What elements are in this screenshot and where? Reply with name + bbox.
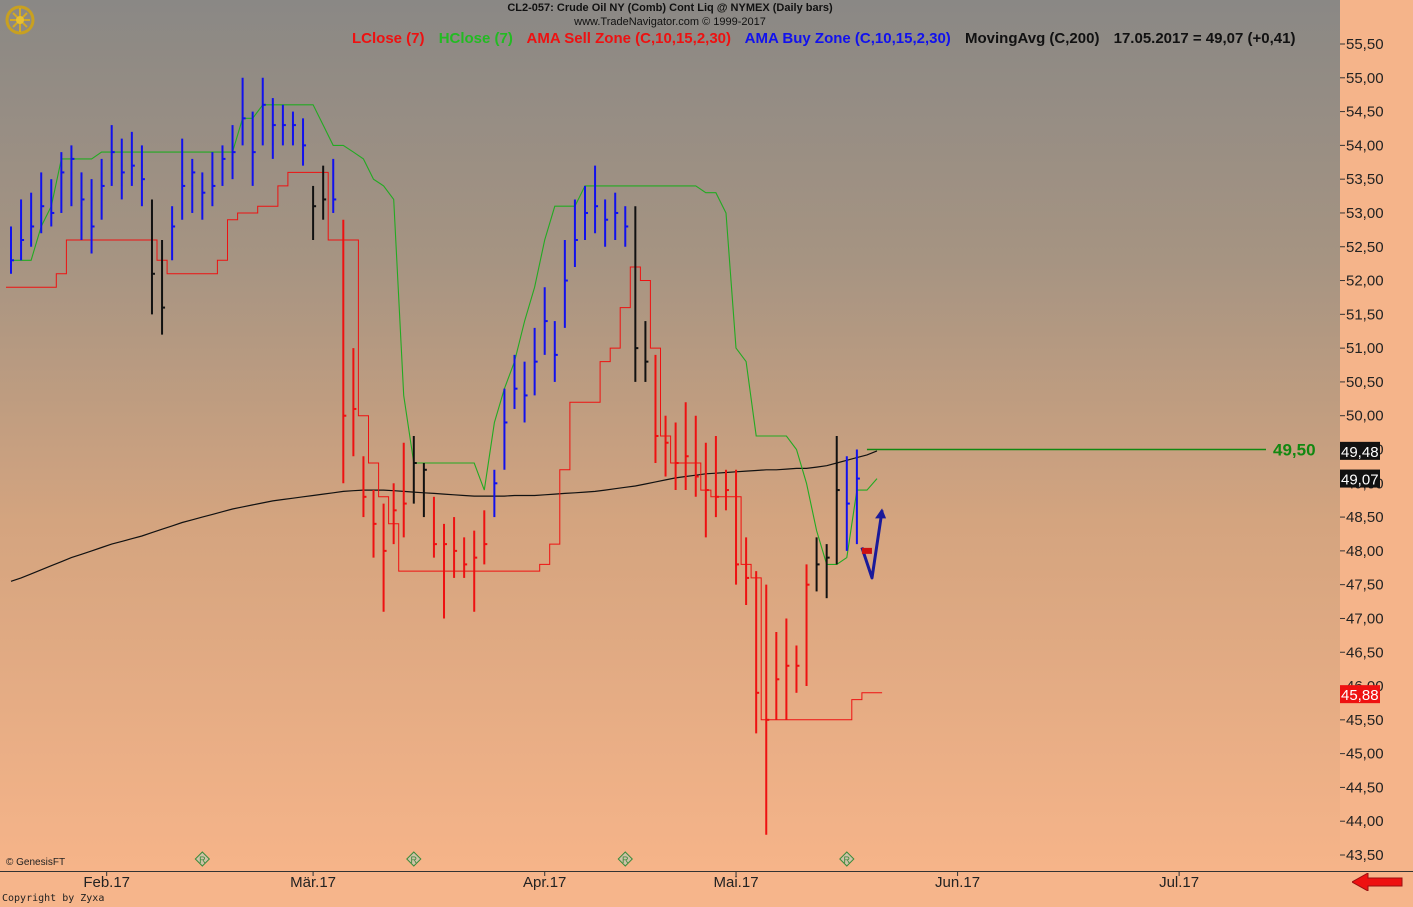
r-marker-icon	[839, 851, 855, 867]
hclose-line	[11, 104, 878, 565]
drawn-arrow	[860, 510, 884, 580]
y-tick-label: 44,00	[1346, 813, 1384, 830]
y-tick-label: 54,50	[1346, 104, 1384, 121]
price-box-label: 45,88	[1341, 687, 1379, 704]
r-marker-label: R	[411, 855, 418, 865]
r-marker-label: R	[622, 855, 629, 865]
price-box	[1340, 441, 1380, 460]
r-marker-label: R	[844, 855, 851, 865]
y-tick-label: 51,00	[1346, 340, 1384, 357]
arrow-base-marker	[861, 547, 872, 554]
x-tick-label: Jul.17	[1159, 874, 1199, 891]
arrow-head-icon	[875, 508, 887, 519]
y-tick-label: 50,50	[1346, 374, 1384, 391]
chart-title: CL2-057: Crude Oil NY (Comb) Cont Liq @ …	[507, 2, 833, 14]
y-tick-label: 53,50	[1346, 171, 1384, 188]
y-tick-label: 45,50	[1346, 712, 1384, 729]
y-tick-label: 51,50	[1346, 306, 1384, 323]
scroll-left-arrow-icon[interactable]	[1352, 873, 1404, 891]
x-tick-label: Jun.17	[935, 874, 980, 891]
x-tick-label: Apr.17	[523, 874, 566, 891]
target-label: 49,50	[1273, 441, 1316, 460]
date-axis[interactable]	[0, 871, 1413, 907]
r-marker-icon	[194, 851, 211, 867]
y-tick-label: 45,00	[1346, 746, 1384, 763]
chart-source: www.TradeNavigator.com © 1999-2017	[574, 16, 766, 28]
y-tick-label: 46,50	[1346, 644, 1384, 661]
x-tick-label: Mär.17	[290, 874, 336, 891]
y-tick-label: 48,50	[1346, 509, 1384, 526]
price-axis[interactable]	[1340, 0, 1413, 871]
price-box-label: 49,48	[1341, 444, 1379, 461]
copyright-text: Copyright by Zyxa	[2, 893, 105, 904]
legend-last-value: 17.05.2017 = 49,07 (+0,41)	[1113, 30, 1296, 47]
y-tick-label: 47,00	[1346, 610, 1384, 627]
r-marker-label: R	[199, 855, 206, 865]
lclose-line	[6, 171, 883, 721]
y-tick-label: 47,50	[1346, 577, 1384, 594]
y-tick-label: 48,00	[1346, 543, 1384, 560]
indicator-legend: LClose (7) HClose (7) AMA Sell Zone (C,1…	[352, 30, 1305, 47]
y-tick-label: 53,00	[1346, 205, 1384, 222]
y-tick-label: 44,50	[1346, 779, 1384, 796]
legend-hclose[interactable]: HClose (7)	[438, 30, 513, 47]
y-tick-label: 43,50	[1346, 847, 1384, 864]
trade-navigator-logo-icon	[5, 5, 35, 35]
y-tick-label: 54,00	[1346, 137, 1384, 154]
price-box	[1340, 469, 1380, 488]
legend-moving-avg[interactable]: MovingAvg (C,200)	[964, 30, 1100, 47]
legend-ama-sell[interactable]: AMA Sell Zone (C,10,15,2,30)	[526, 30, 732, 47]
r-marker-icon	[406, 851, 422, 867]
moving-average-line	[10, 450, 878, 582]
y-tick-label: 50,00	[1346, 408, 1384, 425]
legend-lclose[interactable]: LClose (7)	[352, 30, 425, 47]
x-tick-label: Mai.17	[714, 874, 759, 891]
price-box-label: 49,07	[1341, 472, 1379, 489]
y-tick-label: 55,50	[1346, 36, 1384, 53]
x-tick-label: Feb.17	[83, 874, 130, 891]
price-box	[1340, 685, 1380, 704]
legend-ama-buy[interactable]: AMA Buy Zone (C,10,15,2,30)	[744, 30, 951, 47]
y-tick-label: 55,00	[1346, 70, 1384, 87]
r-marker-icon	[617, 851, 633, 867]
genesis-credit: © GenesisFT	[6, 857, 66, 868]
y-tick-label: 52,50	[1346, 239, 1384, 256]
y-tick-label: 52,00	[1346, 273, 1384, 290]
